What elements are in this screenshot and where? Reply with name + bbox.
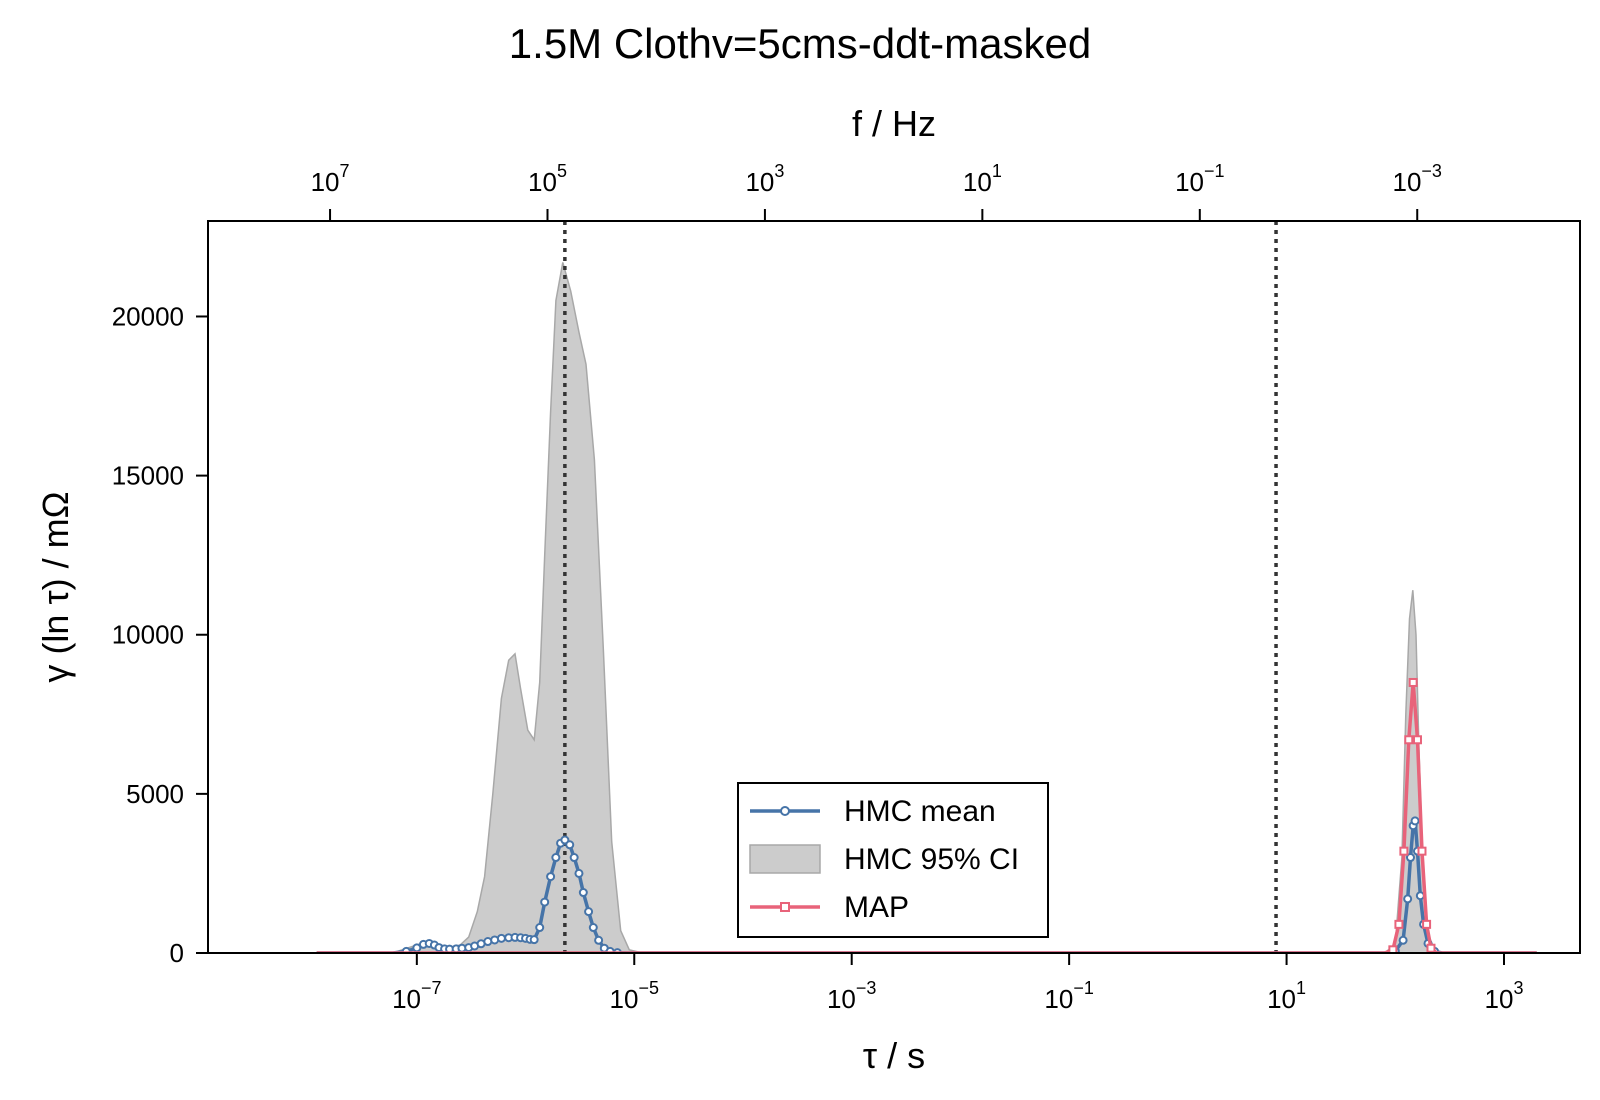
y-axis-title: γ (ln τ) / mΩ [35,491,76,682]
series-point-hmc-mean-30 [565,840,575,850]
series-point-map-4 [1399,846,1409,856]
series-point-hmc-mean-35 [588,923,598,933]
y-tick-label-0: 0 [170,938,184,968]
series-point-map-7 [1412,735,1422,745]
series-point-map-10 [1426,943,1436,953]
series-point-hmc-mean-25 [540,897,550,907]
x-tick-label-5: 103 [1485,978,1524,1014]
plot-content [316,221,1537,953]
series-point-hmc-mean-26 [546,872,556,882]
top-tick-label-1: 105 [528,161,567,197]
series-point-hmc-mean-27 [551,853,561,863]
series-point-map-3 [1394,919,1404,929]
series-point-map-8 [1417,846,1427,856]
series-point-hmc-mean-23 [529,935,539,945]
legend-label-hmc-95-ci: HMC 95% CI [844,843,1019,876]
x-tick-label-3: 10−1 [1044,978,1093,1014]
series-point-map-6 [1408,677,1418,687]
legend-label-hmc-mean: HMC mean [844,795,996,828]
legend: HMC mean HMC 95% CI MAP [737,782,1049,938]
legend-label-map: MAP [844,891,909,924]
x-tick-label-0: 10−7 [392,978,441,1014]
series-point-hmc-mean-17 [496,933,506,943]
top-tick-label-2: 103 [745,161,784,197]
y-tick-label-2: 10000 [112,620,184,650]
legend-swatch-hmc-95-ci [749,844,821,874]
top-tick-label-4: 10−1 [1175,161,1224,197]
top-tick-label-3: 101 [963,161,1002,197]
ci-band-area [316,262,1537,953]
plot-frame [207,220,1581,954]
y-tick-label-4: 20000 [112,301,184,331]
top-tick-label-5: 10−3 [1393,161,1442,197]
series-point-hmc-mean-49 [1415,891,1425,901]
chart-title: 1.5M Clothv=5cms-ddt-masked [509,20,1091,67]
y-tick-label-1: 5000 [126,779,184,809]
series-point-map-9 [1422,919,1432,929]
series-point-hmc-mean-24 [535,923,545,933]
series-point-map-2 [1388,945,1398,953]
x-tick-label-4: 101 [1267,978,1306,1014]
legend-marker-hmc-mean [780,806,790,816]
y-tick-label-3: 15000 [112,461,184,491]
series-point-hmc-mean-45 [1405,853,1415,863]
series-point-hmc-mean-33 [578,888,588,898]
series-point-hmc-mean-32 [574,868,584,878]
x-tick-label-1: 10−5 [610,978,659,1014]
top-axis-title: f / Hz [852,103,936,144]
series-point-map-5 [1404,735,1414,745]
series-point-hmc-mean-36 [594,935,604,945]
series-point-hmc-mean-47 [1410,816,1420,826]
legend-marker-map [780,902,790,912]
series-point-hmc-mean-44 [1403,894,1413,904]
series-point-hmc-mean-31 [569,853,579,863]
axes: 10−7 10−5 10−3 10−1 101 103 107 105 103 101 10−1 10… [112,161,1524,1014]
x-axis-title: τ / s [863,1035,925,1076]
top-tick-label-0: 107 [311,161,350,197]
series-point-hmc-mean-34 [584,907,594,917]
plot-area [316,221,1537,953]
series-point-hmc-mean-43 [1398,935,1408,945]
x-tick-label-2: 10−3 [827,978,876,1014]
